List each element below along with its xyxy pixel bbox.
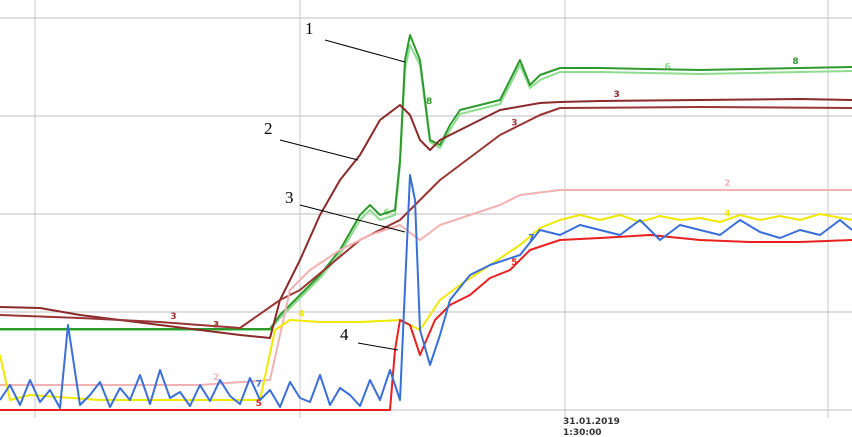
series-line (0, 106, 852, 329)
series-label: 2 (724, 179, 730, 189)
grid (0, 0, 852, 418)
leader-line (279, 139, 359, 161)
series-line (0, 189, 852, 386)
annotation: 1 (305, 19, 314, 38)
series-label: 3 (511, 118, 517, 128)
series-label: 2 (213, 373, 219, 383)
series-label: 6 (665, 62, 671, 72)
series-label: 5 (256, 399, 262, 409)
series-label: 8 (792, 57, 798, 67)
series-line (0, 98, 852, 339)
series-line (0, 234, 852, 411)
series-line (0, 34, 852, 330)
annotation: 4 (340, 325, 349, 344)
leader-line (299, 204, 406, 233)
series-label: 7 (528, 234, 534, 244)
series-line (0, 213, 852, 401)
series-line (0, 174, 852, 409)
series-label: 4 (724, 210, 730, 220)
annotations: 1 2 3 4 (264, 19, 406, 351)
series-label: 5 (511, 258, 517, 268)
annotation: 2 (264, 119, 273, 138)
time-label: 1:30:00 (563, 428, 602, 437)
annotation: 3 (285, 188, 294, 207)
series-label: 3 (170, 312, 176, 322)
series-label: 3 (613, 90, 619, 100)
date-label: 31.01.2019 (563, 417, 620, 427)
leader-line (324, 39, 406, 63)
series-label: 8 (426, 97, 432, 107)
series-label: 4 (298, 310, 304, 320)
series-label: 7 (256, 379, 262, 389)
leader-line (357, 342, 399, 351)
